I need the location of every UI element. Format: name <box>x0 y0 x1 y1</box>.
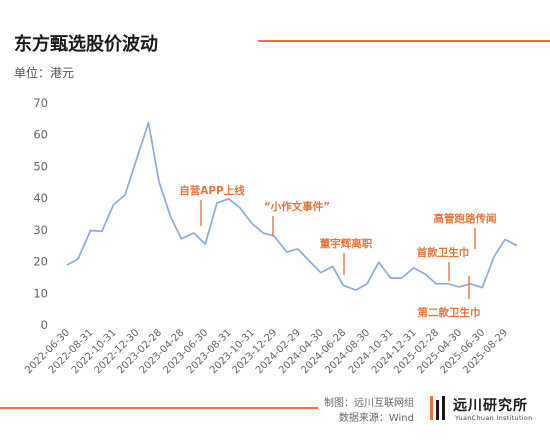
price-series-line <box>66 121 518 291</box>
y-tick-label: 10 <box>33 286 48 300</box>
annotation-label: 董宇辉离职 <box>320 237 373 250</box>
y-tick-label: 0 <box>41 318 48 332</box>
annotation-label: “小作文事件” <box>264 200 330 213</box>
footer-divider <box>0 407 318 409</box>
footer-notes: 制图：远川互联网组 数据来源：Wind <box>318 396 414 426</box>
y-tick-label: 70 <box>33 96 48 110</box>
y-tick-label: 20 <box>33 255 48 269</box>
unit-label: 单位：港元 <box>14 66 75 80</box>
y-tick-label: 60 <box>33 128 48 142</box>
y-tick-label: 50 <box>33 159 48 173</box>
annotation-label: 首款卫生巾 <box>417 246 470 259</box>
x-axis: 2022-06-302022-08-312022-10-312022-12-30… <box>23 327 510 376</box>
logo-name-cn: 远川研究所 <box>453 398 528 414</box>
annotation-label: 高管跑路传闻 <box>434 212 497 225</box>
annotation-label: 第二款卫生巾 <box>418 306 481 319</box>
y-tick-label: 30 <box>33 223 48 237</box>
page-title: 东方甄选股价波动 <box>14 34 158 55</box>
footer-maker: 制图：远川互联网组 <box>324 398 414 409</box>
footer-source: 数据来源：Wind <box>338 413 414 424</box>
y-tick-label: 40 <box>33 191 48 205</box>
logo-name-en: YuanChuan Institution <box>455 414 533 422</box>
annotation-label: 自营APP上线 <box>179 184 245 197</box>
logo-icon <box>430 396 445 420</box>
y-axis: 0 10 20 30 40 50 60 70 <box>33 96 48 332</box>
title-divider <box>258 40 550 42</box>
